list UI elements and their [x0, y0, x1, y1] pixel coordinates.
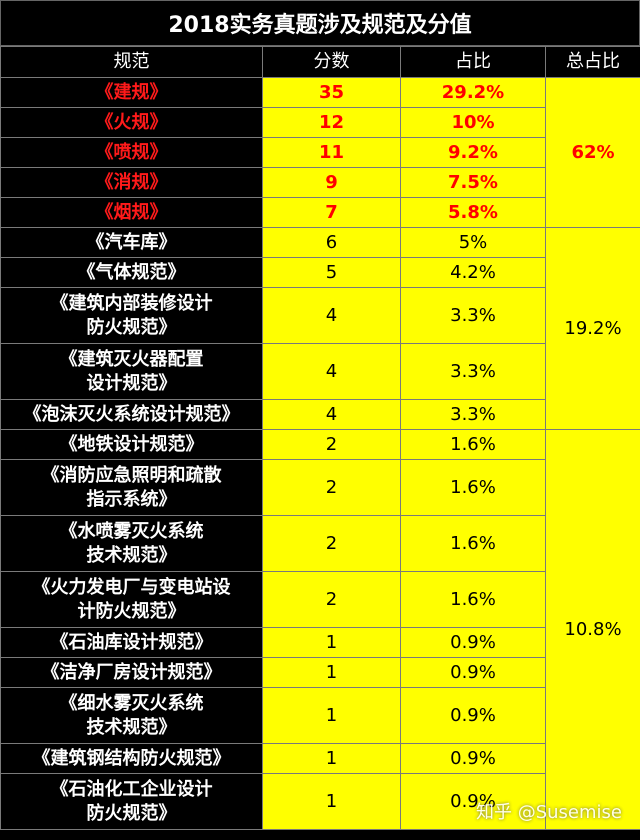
spec-name: 《消防应急照明和疏散 指示系统》 [0, 459, 263, 516]
spec-name: 《地铁设计规范》 [0, 429, 263, 460]
spec-name: 《喷规》 [0, 137, 263, 168]
spec-ratio: 4.2% [400, 257, 546, 288]
table-row: 《气体规范》 5 4.2% [0, 257, 640, 288]
spec-ratio: 0.9% [400, 773, 546, 830]
table-row: 《火规》 12 10% [0, 107, 640, 138]
spec-ratio: 0.9% [400, 627, 546, 658]
spec-score: 7 [262, 197, 401, 228]
spec-score: 5 [262, 257, 401, 288]
spec-name: 《火规》 [0, 107, 263, 138]
spec-ratio: 1.6% [400, 429, 546, 460]
spec-name: 《石油化工企业设计 防火规范》 [0, 773, 263, 830]
spec-score: 1 [262, 743, 401, 774]
table-row: 《汽车库》 6 5% 19.2% [0, 227, 640, 430]
spec-ratio: 1.6% [400, 571, 546, 628]
spec-score: 11 [262, 137, 401, 168]
table-row: 《火力发电厂与变电站设 计防火规范》 2 1.6% [0, 571, 640, 628]
spec-name: 《火力发电厂与变电站设 计防火规范》 [0, 571, 263, 628]
table-row: 《消规》 9 7.5% [0, 167, 640, 198]
spec-ratio: 0.9% [400, 743, 546, 774]
table-row: 《建筑灭火器配置 设计规范》 4 3.3% [0, 343, 640, 400]
data-table: 规范 分数 占比 总占比 《建规》 35 29.2% 62% 《火规》 12 1… [0, 46, 640, 830]
spec-ratio: 3.3% [400, 343, 546, 400]
col-header-total: 总占比 [545, 46, 640, 78]
spec-score: 1 [262, 627, 401, 658]
table-row: 《洁净厂房设计规范》 1 0.9% [0, 657, 640, 688]
table-row: 《石油库设计规范》 1 0.9% [0, 627, 640, 658]
spec-name: 《建筑内部装修设计 防火规范》 [0, 287, 263, 344]
spec-score: 1 [262, 687, 401, 744]
spec-ratio: 1.6% [400, 459, 546, 516]
col-header-spec: 规范 [0, 46, 263, 78]
spec-ratio: 7.5% [400, 167, 546, 198]
spec-name: 《细水雾灭火系统 技术规范》 [0, 687, 263, 744]
spec-ratio: 9.2% [400, 137, 546, 168]
group-total: 62% [545, 77, 640, 228]
spec-score: 4 [262, 399, 401, 430]
table-row: 《建筑内部装修设计 防火规范》 4 3.3% [0, 287, 640, 344]
table-row: 《石油化工企业设计 防火规范》 1 0.9% [0, 773, 640, 830]
table-row: 《建筑钢结构防火规范》 1 0.9% [0, 743, 640, 774]
spec-score: 4 [262, 343, 401, 400]
spec-name: 《建筑灭火器配置 设计规范》 [0, 343, 263, 400]
col-header-ratio: 占比 [400, 46, 546, 78]
spec-name: 《泡沫灭火系统设计规范》 [0, 399, 263, 430]
table-row: 《水喷雾灭火系统 技术规范》 2 1.6% [0, 515, 640, 572]
group-total: 10.8% [545, 429, 640, 830]
spec-name: 《建规》 [0, 77, 263, 108]
table-row: 《地铁设计规范》 2 1.6% 10.8% [0, 429, 640, 830]
table-title: 2018实务真题涉及规范及分值 [0, 0, 640, 46]
spec-score: 6 [262, 227, 401, 258]
spec-score: 1 [262, 773, 401, 830]
spec-score: 2 [262, 459, 401, 516]
table-row: 《细水雾灭火系统 技术规范》 1 0.9% [0, 687, 640, 744]
spec-ratio: 5.8% [400, 197, 546, 228]
table-row: 《消防应急照明和疏散 指示系统》 2 1.6% [0, 459, 640, 516]
table-row: 《喷规》 11 9.2% [0, 137, 640, 168]
spec-name: 《水喷雾灭火系统 技术规范》 [0, 515, 263, 572]
spec-name: 《气体规范》 [0, 257, 263, 288]
spec-ratio: 1.6% [400, 515, 546, 572]
group-total: 19.2% [545, 227, 640, 430]
table-row: 《泡沫灭火系统设计规范》 4 3.3% [0, 399, 640, 430]
spec-name: 《汽车库》 [0, 227, 263, 258]
spec-name: 《洁净厂房设计规范》 [0, 657, 263, 688]
spec-ratio: 3.3% [400, 399, 546, 430]
spec-score: 12 [262, 107, 401, 138]
spec-ratio: 3.3% [400, 287, 546, 344]
spec-score: 1 [262, 657, 401, 688]
spec-name: 《石油库设计规范》 [0, 627, 263, 658]
spec-name: 《烟规》 [0, 197, 263, 228]
spec-score: 9 [262, 167, 401, 198]
col-header-score: 分数 [262, 46, 401, 78]
spec-name: 《建筑钢结构防火规范》 [0, 743, 263, 774]
spec-ratio: 29.2% [400, 77, 546, 108]
spec-score: 4 [262, 287, 401, 344]
spec-ratio: 0.9% [400, 657, 546, 688]
table-row: 《建规》 35 29.2% 62% [0, 77, 640, 228]
spec-score: 2 [262, 571, 401, 628]
spec-name: 《消规》 [0, 167, 263, 198]
spec-score: 2 [262, 515, 401, 572]
watermark: 知乎 @Susemise [476, 802, 622, 823]
spec-score: 35 [262, 77, 401, 108]
spec-score: 2 [262, 429, 401, 460]
spec-ratio: 10% [400, 107, 546, 138]
spec-ratio: 5% [400, 227, 546, 258]
header-row: 规范 分数 占比 总占比 [0, 46, 640, 78]
table-row: 《烟规》 7 5.8% [0, 197, 640, 228]
spec-ratio: 0.9% [400, 687, 546, 744]
